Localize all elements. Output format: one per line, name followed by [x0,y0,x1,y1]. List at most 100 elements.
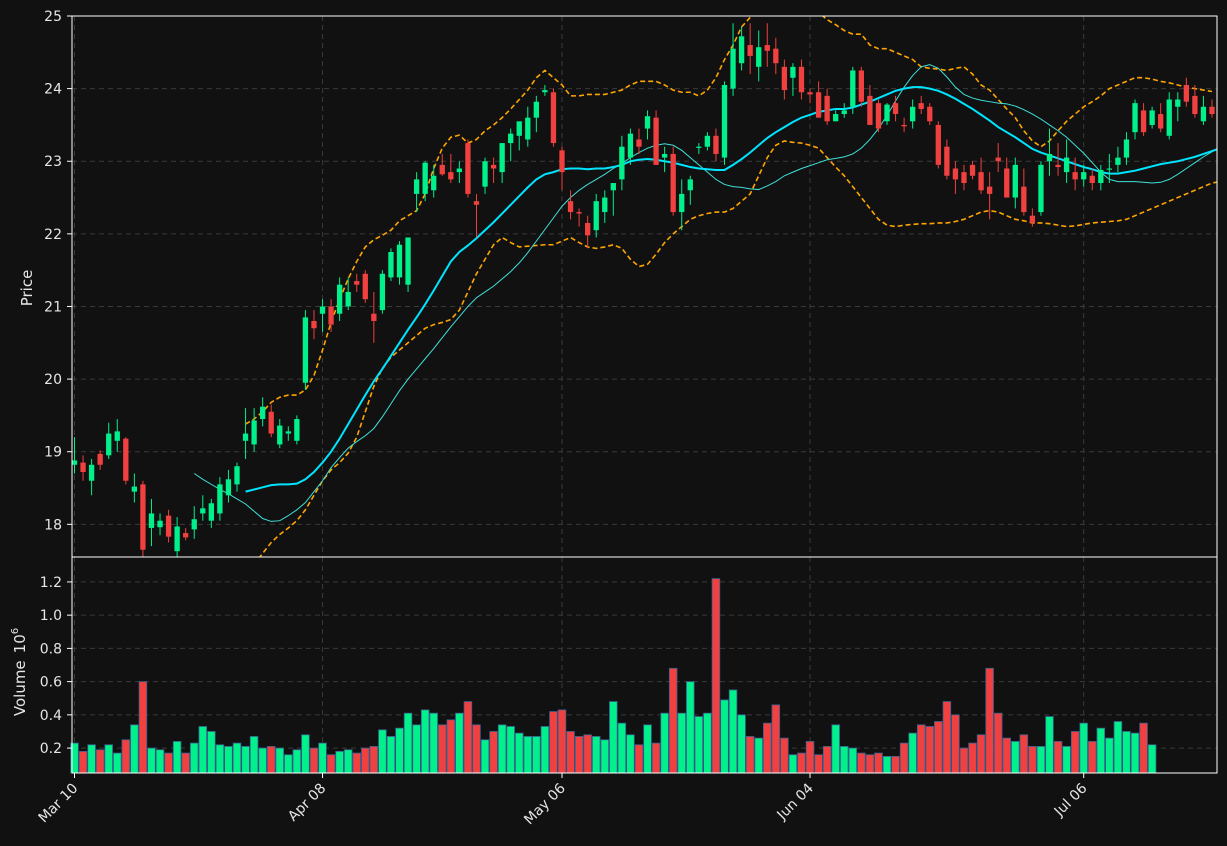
candle-body [148,513,155,528]
volume-bar [1122,731,1131,774]
volume-bar [934,721,943,774]
volume-bar [968,742,977,774]
volume-tick-label: 0.2 [40,741,62,757]
price-panel: 18 19 20 21 22 23 24 25 Price [18,9,1218,558]
candle-body [773,48,779,64]
candle-body [1158,114,1164,129]
candle-body [379,273,386,311]
candle-body [1166,99,1172,136]
candle-body [910,106,916,122]
volume-bar [215,744,225,774]
volume-bar [121,739,131,774]
candle-body [602,197,608,213]
volume-bar [874,752,883,774]
volume-bar [609,701,618,774]
price-tick-label: 19 [44,445,62,461]
candle-body [294,419,300,441]
candle-body [183,533,189,538]
volume-bar [532,736,541,774]
candle-body [473,201,480,205]
candle-body [465,143,471,194]
candle-body [336,284,343,314]
volume-bar [335,751,344,774]
candle-body [585,222,591,236]
volume-bar [438,724,447,774]
volume-bar [660,712,669,774]
candle-body [114,431,120,441]
candle-body [1029,215,1036,223]
volume-tick-label: 0.8 [40,641,62,657]
volume-bar [241,746,250,774]
candle-body [952,168,959,180]
candle-body [174,526,180,552]
candle-body [413,179,420,194]
volume-bar [480,739,490,774]
volume-bar [754,737,763,774]
price-axis-ticks: 18 19 20 21 22 23 24 25 [44,9,72,533]
candle-body [790,66,796,78]
candle-body [918,103,924,109]
volume-bar [130,724,139,774]
candle-body [756,47,762,67]
volume-bar [959,747,969,774]
candle-body [567,201,574,213]
volume-bar [865,754,875,774]
candle-body [747,45,753,56]
candle-body [670,153,676,213]
volume-bar [378,729,387,774]
price-tick-label: 20 [44,372,62,388]
volume-bar [1053,741,1063,774]
volume-bar [78,751,88,774]
volume-exponent-power: 6 [10,628,21,634]
volume-bar [916,724,926,774]
candle-body [225,479,232,496]
candle-body [88,464,95,481]
volume-bar [848,747,858,774]
volume-bar [506,726,515,774]
volume-bar [1028,746,1037,774]
candle-body [807,92,813,95]
candles [72,23,1215,557]
volume-bar [309,747,319,774]
volume-bar [361,747,370,774]
candle-body [1038,164,1044,213]
candle-body [1192,95,1198,115]
candle-body [1081,172,1087,180]
volume-bar [113,752,122,774]
volume-bar [822,746,832,774]
candle-body [781,66,788,91]
volume-bar [412,724,421,774]
candle-body [550,92,557,144]
volume-bar [976,734,986,774]
volume-bar [172,741,182,774]
candle-body [499,143,505,173]
volume-bar [557,709,567,774]
volume-bar [1002,737,1011,774]
candle-body [1132,103,1138,133]
short-moving-average-line [193,64,1217,522]
candle-body [850,70,856,107]
candle-body [456,168,463,173]
candle-body [721,84,728,158]
volume-exponent-base: 10 [11,634,29,653]
candle-body [627,133,634,158]
candle-body [200,508,206,514]
volume-bar [258,747,267,774]
candle-body [1012,164,1018,198]
volume-bar [737,714,746,774]
upper-band-line [245,16,1213,425]
candle-body [242,433,249,441]
candle-body [542,90,548,93]
candle-body [653,117,659,165]
candle-body [969,164,976,176]
price-tick-label: 22 [44,227,62,243]
price-grid [72,15,1217,525]
volume-bar [429,712,438,774]
volume-bar [814,754,823,774]
volume-bar [694,716,704,774]
candle-body [482,161,488,187]
volume-bar [805,741,815,774]
volume-bar [104,744,113,774]
candle-body [867,95,873,125]
